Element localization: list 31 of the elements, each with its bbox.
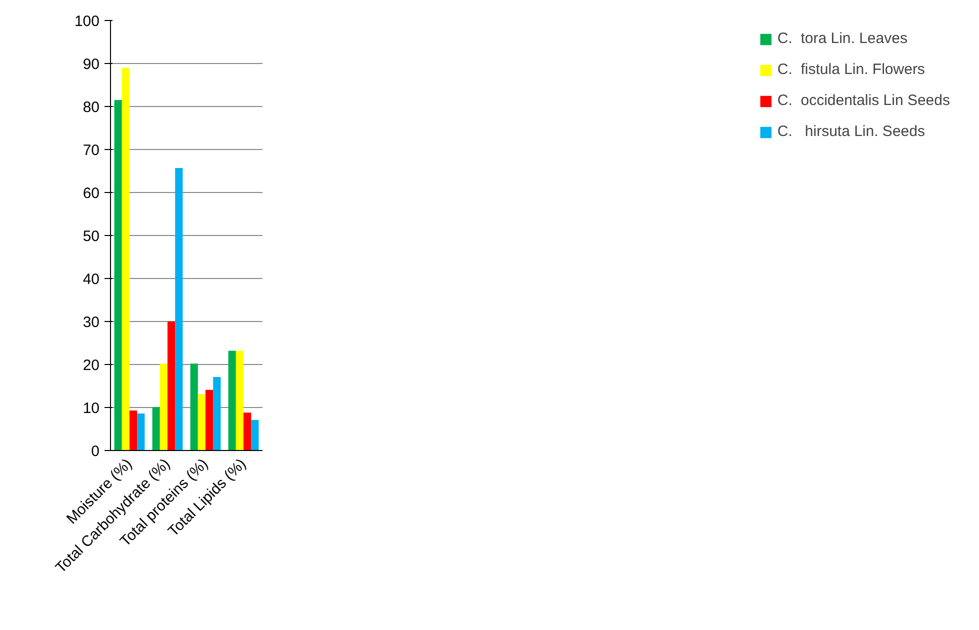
bar: [130, 410, 138, 450]
y-tick-label: 80: [82, 99, 100, 116]
y-tick-label: 10: [82, 400, 100, 417]
y-tick-label: 40: [82, 271, 100, 288]
bar: [244, 412, 252, 450]
y-tick-label: 60: [82, 185, 100, 202]
bar: [122, 68, 130, 450]
y-tick-label: 0: [91, 443, 100, 460]
y-tick-label: 100: [74, 13, 100, 30]
y-tick-label: 50: [82, 228, 100, 245]
bar: [228, 350, 236, 450]
bar: [175, 168, 183, 450]
bar: [152, 407, 160, 450]
bar: [168, 322, 176, 450]
legend-label: C. occidentalis Lin Seeds: [777, 92, 950, 109]
bar: [236, 350, 244, 450]
y-tick-label: 70: [82, 142, 100, 159]
legend-label: C. fistula Lin. Flowers: [777, 61, 925, 78]
bar: [160, 364, 168, 450]
bar: [190, 364, 198, 450]
bar: [198, 394, 206, 450]
y-tick-label: 20: [82, 357, 100, 374]
bar: [206, 390, 214, 450]
bar: [114, 100, 122, 450]
bar: [137, 414, 145, 450]
y-tick-label: 30: [82, 314, 100, 331]
y-tick-label: 90: [82, 56, 100, 73]
legend-label: C. tora Lin. Leaves: [777, 30, 908, 47]
bar: [251, 420, 259, 450]
bar: [213, 376, 221, 450]
legend-label: C. hirsuta Lin. Seeds: [777, 123, 925, 140]
